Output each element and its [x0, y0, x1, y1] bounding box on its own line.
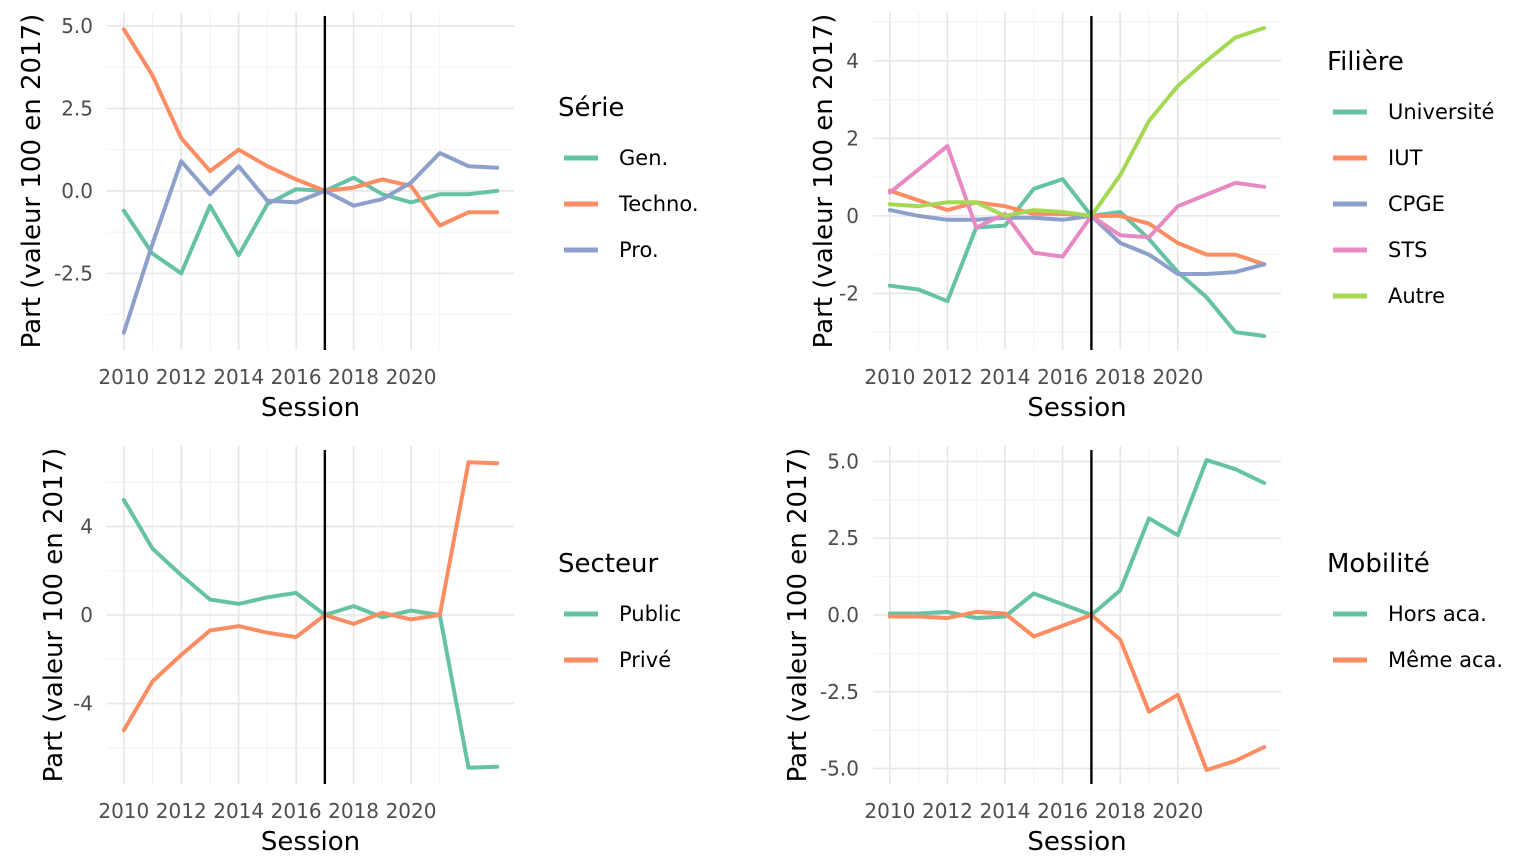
series-line-Techno.	[121, 27, 500, 228]
x-tick-label: 2010	[98, 799, 149, 823]
y-axis-title: Part (valeur 100 en 2017)	[39, 448, 69, 783]
y-axis-title: Part (valeur 100 en 2017)	[783, 448, 813, 783]
chart-panel-1: 2010 2012 2014 2016 2018 2020 -2.5 0.0 2.5 5.0 Ses…	[17, 12, 699, 423]
series-line-Pro.	[121, 151, 500, 335]
legend: Mobilité Hors aca. Même aca.	[1327, 549, 1503, 672]
series-line-CPGE	[887, 208, 1267, 276]
y-tick-label: 4	[80, 514, 93, 538]
x-tick-label: 2020	[1152, 365, 1203, 389]
series-line-Hors aca.	[887, 458, 1267, 621]
y-axis-title: Part (valeur 100 en 2017)	[809, 14, 839, 349]
legend-label: Hors aca.	[1388, 602, 1487, 626]
legend-title: Série	[558, 93, 624, 123]
x-tick-label: 2012	[156, 799, 207, 823]
legend-label: STS	[1388, 238, 1428, 262]
y-axis-title: Part (valeur 100 en 2017)	[17, 14, 47, 349]
x-tick-label: 2020	[386, 799, 437, 823]
x-tick-label: 2020	[386, 365, 437, 389]
legend-label: Université	[1388, 100, 1494, 124]
x-tick-label: 2018	[328, 799, 379, 823]
x-tick-label: 2016	[271, 365, 322, 389]
legend-title: Filière	[1327, 47, 1404, 77]
x-tick-label: 2014	[980, 799, 1031, 823]
x-tick-label: 2016	[271, 799, 322, 823]
x-axis-title: Session	[1027, 393, 1126, 423]
series-line-Privé	[121, 460, 500, 733]
x-tick-label: 2014	[980, 365, 1031, 389]
legend-label: Pro.	[619, 238, 659, 262]
chart-panel-4: 2010 2012 2014 2016 2018 2020-5.0-2.50.02.55.…	[783, 446, 1503, 857]
series-line-Public	[121, 497, 500, 770]
legend-label: CPGE	[1388, 192, 1445, 216]
legend: Filière Université IUT CPGE STS Autre	[1327, 47, 1494, 308]
y-tick-label: 5.0	[61, 14, 93, 38]
x-axis-title: Session	[261, 827, 360, 857]
y-tick-label: -2.5	[54, 261, 93, 285]
x-tick-label: 2014	[213, 365, 264, 389]
legend-label: Même aca.	[1388, 648, 1503, 672]
x-tick-label: 2018	[1095, 365, 1146, 389]
y-tick-label: -5.0	[820, 757, 859, 781]
x-tick-label: 2020	[1152, 799, 1203, 823]
x-tick-label: 2014	[213, 799, 264, 823]
x-axis-title: Session	[1027, 827, 1126, 857]
x-tick-label: 2018	[328, 365, 379, 389]
y-tick-label: 2.5	[827, 526, 859, 550]
y-tick-label: 5.0	[827, 449, 859, 473]
series-line-STS	[887, 144, 1267, 259]
x-tick-label: 2012	[922, 365, 973, 389]
x-tick-label: 2012	[156, 365, 207, 389]
y-tick-label: 0.0	[61, 179, 93, 203]
x-tick-label: 2010	[864, 799, 915, 823]
legend-label: Privé	[619, 648, 671, 672]
legend-label: Public	[619, 602, 681, 626]
legend-label: Autre	[1388, 284, 1445, 308]
legend-label: Gen.	[619, 146, 668, 170]
x-tick-label: 2010	[98, 365, 149, 389]
legend-label: IUT	[1388, 146, 1423, 170]
legend-title: Mobilité	[1327, 549, 1430, 579]
legend: Secteur Public Privé	[558, 549, 681, 672]
y-tick-label: -4	[73, 692, 93, 716]
x-tick-label: 2010	[864, 365, 915, 389]
y-tick-label: 0.0	[827, 603, 859, 627]
legend-title: Secteur	[558, 549, 658, 579]
series-line-Même aca.	[887, 609, 1267, 772]
x-tick-label: 2012	[922, 799, 973, 823]
x-tick-label: 2018	[1095, 799, 1146, 823]
y-tick-label: -2	[839, 281, 859, 305]
chart-panel-3: 2010 2012 2014 2016 2018 2020 -4 0 4 Session Part …	[39, 446, 681, 857]
legend-label: Techno.	[618, 192, 699, 216]
legend: Série Gen. Techno. Pro.	[558, 93, 699, 262]
y-tick-label: 4	[846, 49, 859, 73]
x-tick-label: 2016	[1037, 365, 1088, 389]
y-tick-label: 0	[80, 603, 93, 627]
series-line-Autre	[887, 25, 1267, 218]
y-tick-label: 2.5	[61, 96, 93, 120]
chart-panel-2: 2010 2012 2014 2016 2018 2020-2024SessionPart…	[809, 12, 1494, 423]
x-axis-title: Session	[261, 393, 360, 423]
y-tick-label: 2	[846, 126, 859, 150]
y-tick-label: 0	[846, 204, 859, 228]
series-line-Université	[887, 177, 1267, 338]
y-tick-label: -2.5	[820, 680, 859, 704]
series-line-Gen.	[121, 175, 500, 276]
x-tick-label: 2016	[1037, 799, 1088, 823]
